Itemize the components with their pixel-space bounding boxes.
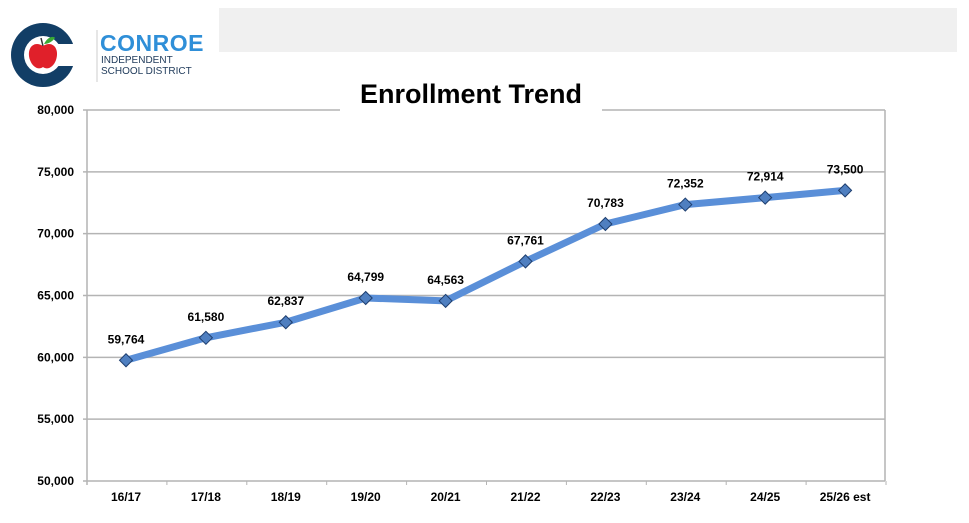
x-tick-label: 22/23 [590, 490, 620, 504]
y-tick-label: 75,000 [37, 165, 74, 179]
data-point-marker [438, 293, 453, 309]
data-point-marker [678, 197, 693, 212]
data-label: 64,799 [347, 270, 384, 284]
data-label: 61,580 [188, 310, 225, 324]
data-point-marker [837, 183, 853, 198]
data-point-marker [118, 353, 134, 368]
data-point-marker [757, 190, 773, 205]
y-tick-label: 60,000 [37, 350, 74, 364]
data-point-marker [278, 315, 294, 330]
x-tick-label: 25/26 est [820, 490, 871, 504]
y-tick-label: 65,000 [37, 289, 74, 303]
data-point-marker [518, 254, 533, 269]
data-label: 59,764 [108, 332, 145, 346]
district-logo: CONROE INDEPENDENT SCHOOL DISTRICT [10, 22, 220, 88]
data-label: 73,500 [827, 162, 864, 176]
data-label: 72,914 [747, 170, 784, 184]
data-label: 64,563 [427, 273, 464, 287]
logo-name: CONROE [100, 30, 204, 56]
x-tick-label: 16/17 [111, 490, 141, 504]
x-tick-label: 17/18 [191, 490, 221, 504]
y-tick-label: 50,000 [37, 474, 74, 488]
header-band [219, 8, 957, 52]
x-tick-label: 20/21 [431, 490, 461, 504]
data-label: 62,837 [267, 294, 304, 308]
data-point-marker [358, 290, 373, 306]
y-tick-label: 55,000 [37, 412, 74, 426]
series-line [125, 186, 846, 364]
chart-title: Enrollment Trend [340, 75, 602, 113]
x-tick-label: 19/20 [351, 490, 381, 504]
data-label: 70,783 [587, 196, 624, 210]
x-tick-label: 21/22 [510, 490, 540, 504]
data-label: 72,352 [667, 177, 704, 191]
x-tick-label: 24/25 [750, 490, 780, 504]
data-point-marker [598, 216, 613, 232]
logo-subtitle-line2: SCHOOL DISTRICT [101, 66, 192, 77]
x-tick-label: 23/24 [670, 490, 700, 504]
logo-subtitle-line1: INDEPENDENT [101, 55, 173, 66]
data-label: 67,761 [507, 233, 544, 247]
data-point-marker [198, 330, 214, 346]
x-tick-label: 18/19 [271, 490, 301, 504]
logo-subtitle: INDEPENDENT SCHOOL DISTRICT [101, 55, 192, 77]
y-tick-label: 70,000 [37, 227, 74, 241]
logo-c-apple-icon [11, 23, 98, 87]
y-tick-label: 80,000 [37, 103, 74, 117]
